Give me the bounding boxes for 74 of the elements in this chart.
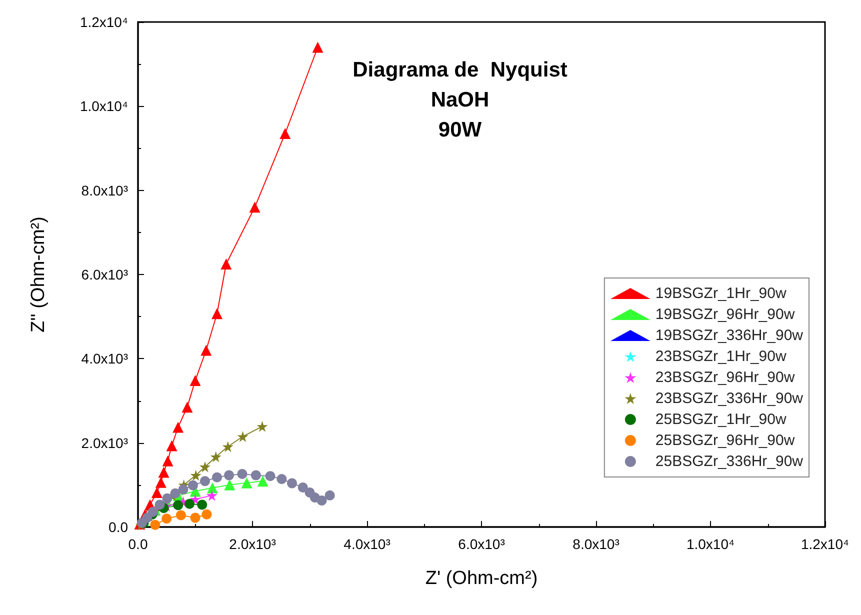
point (158, 466, 170, 478)
point (224, 470, 234, 480)
point (142, 512, 152, 523)
point (206, 482, 218, 494)
point (178, 484, 188, 495)
point (316, 495, 327, 506)
point (173, 500, 184, 510)
y-tick-label: 2.0x10³ (81, 434, 128, 451)
point (155, 476, 166, 488)
point (182, 402, 193, 413)
point (190, 512, 200, 523)
point (202, 509, 212, 520)
point (212, 308, 223, 320)
point (241, 477, 252, 488)
point (162, 455, 174, 466)
legend-label: 23BSGZr_1Hr_90w (655, 348, 786, 365)
point (324, 490, 335, 500)
point (287, 478, 298, 488)
point (200, 476, 210, 486)
y-tick-label: 0.0 (108, 519, 128, 535)
point (276, 474, 287, 484)
point (237, 431, 248, 442)
point (197, 500, 208, 510)
legend-label: 19BSGZr_336Hr_90w (655, 327, 804, 344)
y-tick-label: 6.0x10³ (81, 266, 128, 282)
x-axis-title: Z' (Ohm-cm²) (425, 568, 538, 589)
point (148, 506, 158, 517)
point (237, 468, 248, 479)
x-tick-label: 4.0x10³ (344, 536, 391, 552)
point (172, 422, 184, 433)
point (312, 42, 324, 53)
point (200, 344, 212, 356)
point (188, 480, 198, 490)
point (190, 375, 201, 386)
legend-label: 19BSGZr_96Hr_90w (655, 306, 795, 323)
point (220, 258, 232, 270)
y-axis-title: Z'' (Ohm-cm²) (28, 216, 49, 332)
point (210, 451, 222, 462)
legend-label: 25BSGZr_1Hr_90w (655, 411, 786, 428)
point (199, 461, 210, 472)
point (176, 510, 186, 520)
point (184, 498, 195, 509)
point (265, 471, 276, 482)
x-tick-label: 1.0x10⁴ (686, 536, 735, 552)
y-tick-label: 4.0x10³ (81, 350, 128, 367)
point (166, 440, 178, 452)
x-tick-label: 2.0x10³ (229, 536, 276, 552)
y-tick-label: 1.2x10⁴ (80, 14, 128, 30)
point (249, 202, 260, 213)
legend-label: 25BSGZr_96Hr_90w (655, 432, 795, 449)
legend-label: 23BSGZr_336Hr_90w (655, 390, 804, 407)
legend-label: 25BSGZr_336Hr_90w (655, 453, 804, 470)
point (206, 490, 218, 501)
y-tick-label: 8.0x10³ (81, 182, 128, 198)
legend-label: 19BSGZr_1Hr_90w (655, 285, 786, 302)
point (257, 476, 268, 487)
point (190, 470, 202, 481)
point (151, 486, 162, 498)
point (162, 514, 172, 524)
point (280, 128, 291, 140)
point (256, 420, 268, 432)
point (224, 479, 236, 490)
point (298, 482, 308, 492)
x-tick-label: 0.0 (128, 536, 148, 552)
x-tick-label: 6.0x10³ (458, 536, 506, 552)
point (222, 441, 234, 452)
y-tick-label: 1.0x10⁴ (80, 98, 128, 114)
point (212, 472, 222, 482)
x-tick-label: 8.0x10³ (572, 536, 620, 552)
text: Diagrama de Nyquist NaOH 90W (352, 58, 568, 142)
x-tick-label: 1.2x10⁴ (800, 536, 850, 552)
legend-label: 23BSGZr_96Hr_90w (655, 369, 795, 386)
point (150, 520, 160, 530)
point (250, 470, 261, 480)
